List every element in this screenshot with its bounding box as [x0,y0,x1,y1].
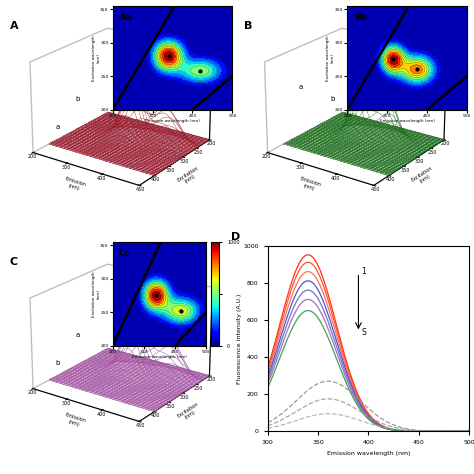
Text: B: B [244,21,253,31]
Text: S: S [362,328,366,337]
Text: b: b [76,96,80,102]
Text: 1: 1 [362,267,366,276]
Y-axis label: Excitation
(nm): Excitation (nm) [410,165,437,187]
X-axis label: Emission wavelength (nm): Emission wavelength (nm) [380,119,435,123]
X-axis label: Emission wavelength (nm): Emission wavelength (nm) [145,119,200,123]
Text: a: a [76,332,80,338]
X-axis label: Emission
(nm): Emission (nm) [63,177,87,193]
X-axis label: Emission
(nm): Emission (nm) [63,413,87,429]
Text: Cc: Cc [118,249,130,258]
Y-axis label: Excitation
(nm): Excitation (nm) [176,165,202,187]
Text: a: a [56,124,60,130]
Y-axis label: Excitation wavelength
(nm): Excitation wavelength (nm) [326,35,335,81]
Text: b: b [330,96,335,102]
Text: C: C [9,257,18,267]
Text: A: A [9,21,18,31]
Text: D: D [231,232,241,242]
X-axis label: Emission wavelength (nm): Emission wavelength (nm) [327,451,410,456]
X-axis label: Emission wavelength (nm): Emission wavelength (nm) [132,356,187,359]
Text: Aa: Aa [120,13,133,22]
Text: a: a [298,84,302,90]
Y-axis label: Excitation
(nm): Excitation (nm) [176,401,202,423]
Text: b: b [56,360,60,366]
Y-axis label: Fluorescence intensity (A.U.): Fluorescence intensity (A.U.) [237,293,242,383]
X-axis label: Emission
(nm): Emission (nm) [298,177,321,193]
Text: Bb: Bb [355,13,368,22]
Y-axis label: Excitation wavelength
(nm): Excitation wavelength (nm) [91,35,100,81]
Y-axis label: Excitation wavelength
(nm): Excitation wavelength (nm) [91,271,100,317]
